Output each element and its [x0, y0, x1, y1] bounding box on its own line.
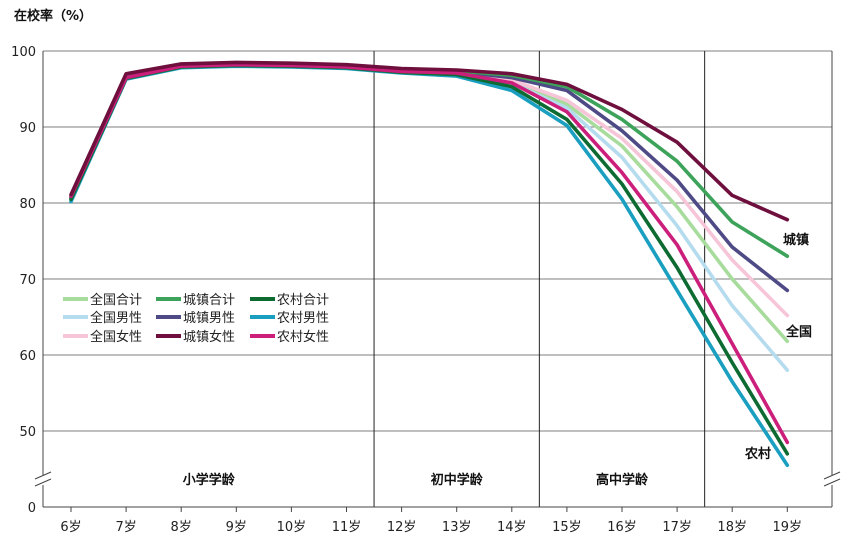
y-tick-label: 60	[19, 349, 36, 364]
y-tick-label: 90	[19, 121, 36, 136]
x-tick-label: 12岁	[387, 520, 417, 535]
x-tick-label: 10岁	[277, 520, 307, 535]
legend-label: 农村男性	[277, 311, 329, 326]
legend-label: 农村女性	[277, 329, 329, 345]
x-tick-label: 9岁	[226, 520, 247, 535]
y-tick-label: 100	[11, 45, 36, 60]
x-tick-label: 6岁	[60, 520, 81, 535]
age-band-label: 初中学龄	[431, 472, 484, 488]
axis-break-mark	[823, 478, 841, 487]
y-tick-label: 80	[19, 197, 36, 212]
x-tick-label: 11岁	[332, 520, 362, 535]
legend-label: 城镇男性	[183, 311, 235, 326]
x-tick-label: 17岁	[662, 520, 692, 535]
legend-label: 农村合计	[277, 293, 329, 308]
x-tick-label: 14岁	[497, 520, 527, 535]
axis-break-mark	[823, 471, 841, 480]
x-tick-label: 7岁	[115, 520, 136, 535]
series-line	[69, 60, 790, 222]
series-lines	[69, 60, 790, 468]
series-line	[69, 62, 790, 318]
axis-break-gap	[34, 475, 52, 485]
legend-label: 全国合计	[90, 292, 142, 308]
age-band-dividers	[373, 51, 706, 507]
x-tick-label: 15岁	[552, 520, 582, 535]
series-line	[69, 62, 790, 445]
y-tick-labels: 100 90 80 70 60 50 0	[11, 45, 36, 516]
age-band-labels: 小学学龄 初中学龄 高中学龄	[183, 472, 649, 488]
series-annotation: 城镇	[783, 232, 809, 248]
axis-break-mark	[34, 471, 52, 480]
series-line	[69, 63, 790, 456]
axis-break-gap	[823, 475, 841, 485]
chart-title: 在校率（%）	[14, 8, 92, 24]
series-annotation: 全国	[785, 324, 812, 340]
age-band-label: 小学学龄	[183, 472, 236, 488]
age-band-label: 高中学龄	[596, 472, 649, 488]
x-tick-label: 13岁	[442, 520, 472, 535]
legend-label: 全国男性	[90, 310, 142, 326]
legend-label: 城镇合计	[183, 293, 235, 308]
series-annotation: 农村	[744, 446, 771, 462]
grid	[43, 50, 832, 432]
series-line	[69, 64, 790, 468]
y-tick-label: 0	[28, 501, 36, 516]
legend-label: 城镇女性	[183, 329, 235, 345]
axes	[34, 51, 841, 508]
x-tick-label: 19岁	[773, 520, 803, 535]
x-tick-label: 16岁	[607, 520, 637, 535]
y-tick-label: 50	[19, 425, 36, 440]
series-line	[69, 62, 790, 293]
x-tick-labels: 6岁 7岁 8岁 9岁 10岁 11岁 12岁 13岁 14岁 15岁 16岁 17岁 18岁 19岁	[60, 507, 802, 535]
legend-label: 全国女性	[90, 329, 142, 345]
x-tick-label: 8岁	[171, 520, 192, 535]
series-line	[69, 62, 790, 373]
axis-break-mark	[34, 478, 52, 487]
y-tick-label: 70	[19, 273, 36, 288]
x-tick-label: 18岁	[717, 520, 747, 535]
